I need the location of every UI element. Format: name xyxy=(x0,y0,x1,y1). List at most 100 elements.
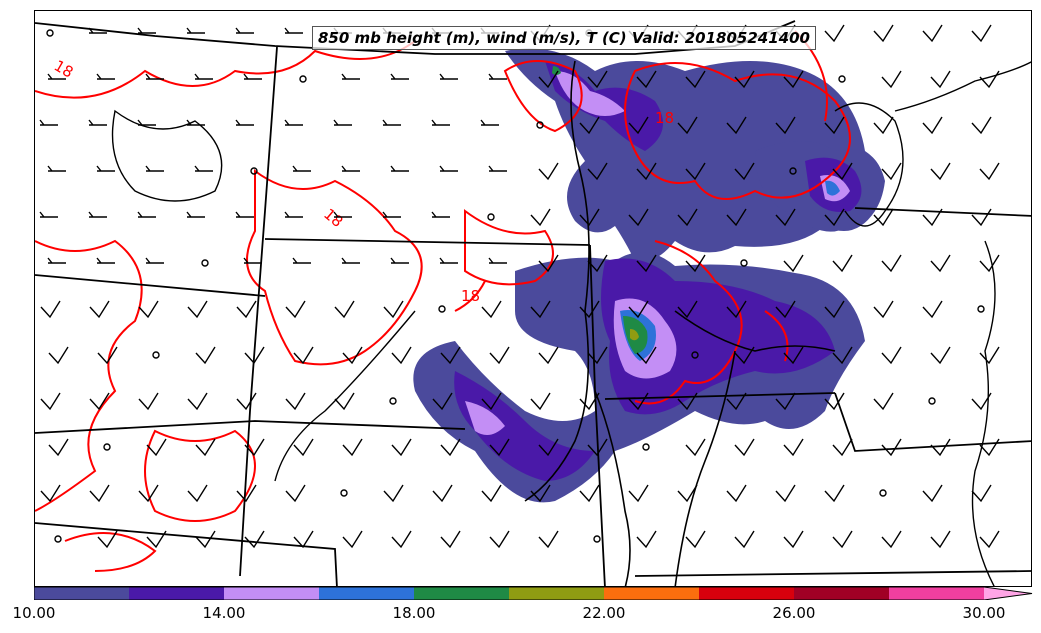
colorbar-segment xyxy=(224,587,320,600)
wind-barb-icon xyxy=(881,438,902,457)
wind-barb-icon xyxy=(685,70,706,89)
wind-barb-icon xyxy=(236,300,257,319)
state-border xyxy=(239,46,278,577)
wind-barb-icon xyxy=(488,165,507,172)
colorbar-outline xyxy=(34,587,1033,600)
wind-barb-icon xyxy=(979,530,1000,549)
calm-wind-circle-icon xyxy=(250,167,258,175)
wind-barb-icon xyxy=(930,70,951,89)
wind-barb-icon xyxy=(88,27,107,34)
wind-barb-icon xyxy=(89,300,110,319)
wind-barb-icon xyxy=(881,346,902,365)
calm-wind-circle-icon xyxy=(54,535,62,543)
colorbar-segment xyxy=(34,587,130,600)
wind-barb-icon xyxy=(979,162,1000,181)
wind-barb-icon xyxy=(440,530,461,549)
colorbar-tick-label: 18.00 xyxy=(392,604,436,622)
wind-barb-icon xyxy=(587,438,608,457)
wind-barb-icon xyxy=(481,484,502,503)
wind-barb-icon xyxy=(873,208,894,227)
wind-barb-icon xyxy=(89,392,110,411)
wind-barb-icon xyxy=(873,300,894,319)
map-panel: 18 18 18 18 xyxy=(34,10,1032,587)
wind-barb-icon xyxy=(342,530,363,549)
temp-contour xyxy=(35,239,143,512)
wind-barb-icon xyxy=(431,211,450,218)
wind-barb-icon xyxy=(873,392,894,411)
wind-barb-icon xyxy=(440,346,461,365)
wind-barb-icon xyxy=(530,484,551,503)
wind-barb-icon xyxy=(881,70,902,89)
wind-barb-icon xyxy=(832,254,853,273)
wind-fill-14c xyxy=(465,401,505,435)
wind-barb-icon xyxy=(538,162,559,181)
wind-barb-icon xyxy=(538,346,559,365)
wind-barb-icon xyxy=(677,208,698,227)
wind-barb-icon xyxy=(439,73,458,80)
wind-barb-icon xyxy=(48,346,69,365)
wind-barb-icon xyxy=(39,211,58,218)
wind-barb-icon xyxy=(89,484,110,503)
wind-barb-icon xyxy=(783,530,804,549)
wind-barb-icon xyxy=(138,484,159,503)
calm-wind-circle-icon xyxy=(928,397,936,405)
wind-barb-icon xyxy=(832,530,853,549)
wind-barb-icon xyxy=(333,119,352,126)
wind-barb-icon xyxy=(334,300,355,319)
wind-barb-icon xyxy=(235,211,254,218)
wind-barb-icon xyxy=(579,484,600,503)
wind-barb-icon xyxy=(292,165,311,172)
political-boundaries xyxy=(35,20,1031,586)
temp-contour xyxy=(35,40,416,99)
colorbar-extend-arrow xyxy=(984,587,1032,600)
wind-barb-icon xyxy=(439,257,458,264)
wind-barb-icon xyxy=(293,346,314,365)
wind-barb-icon xyxy=(47,73,66,80)
wind-barb-icon xyxy=(235,119,254,126)
wind-barb-icon xyxy=(489,438,510,457)
wind-barb-icon xyxy=(873,24,894,43)
wind-barb-icon xyxy=(432,484,453,503)
wind-barb-icon xyxy=(391,346,412,365)
wind-barb-icon xyxy=(636,254,657,273)
wind-barb-icon xyxy=(383,300,404,319)
temp-contour xyxy=(144,429,256,522)
wind-barb-icon xyxy=(186,119,205,126)
wind-barb-icon xyxy=(97,530,118,549)
wind-barb-icon xyxy=(734,438,755,457)
wind-barb-icon xyxy=(390,73,409,80)
wind-barb-icon xyxy=(824,484,845,503)
wind-barb-icon xyxy=(96,165,115,172)
wind-barb-icon xyxy=(587,70,608,89)
wind-barb-icon xyxy=(579,116,600,135)
map-title: 850 mb height (m), wind (m/s), T (C) Val… xyxy=(312,26,816,50)
wind-barb-icon xyxy=(48,438,69,457)
wind-barb-icon xyxy=(677,116,698,135)
wind-barb-icon xyxy=(440,438,461,457)
wind-barbs xyxy=(39,24,1000,549)
wind-barb-icon xyxy=(333,211,352,218)
calm-wind-circle-icon xyxy=(389,397,397,405)
wind-barb-icon xyxy=(636,162,657,181)
contour-label: 18 xyxy=(320,205,346,231)
wind-barb-icon xyxy=(285,392,306,411)
colorbar-ticks: 10.00 14.00 18.00 22.00 26.00 30.00 xyxy=(0,600,1041,630)
wind-barb-icon xyxy=(587,254,608,273)
wind-barb-icon xyxy=(881,530,902,549)
temp-contour xyxy=(503,60,583,133)
wind-barb-icon xyxy=(342,346,363,365)
wind-barb-icon xyxy=(40,300,61,319)
wind-barb-icon xyxy=(137,27,156,34)
wind-barb-icon xyxy=(186,211,205,218)
wind-barb-icon xyxy=(587,346,608,365)
wind-barb-icon xyxy=(677,484,698,503)
wind-barb-icon xyxy=(194,73,213,80)
wind-barb-icon xyxy=(579,392,600,411)
wind-barb-icon xyxy=(432,392,453,411)
wind-barb-icon xyxy=(138,392,159,411)
wind-barb-icon xyxy=(341,73,360,80)
wind-barb-icon xyxy=(244,530,265,549)
wind-barb-icon xyxy=(685,162,706,181)
wind-barb-icon xyxy=(382,211,401,218)
wind-barb-icon xyxy=(881,162,902,181)
